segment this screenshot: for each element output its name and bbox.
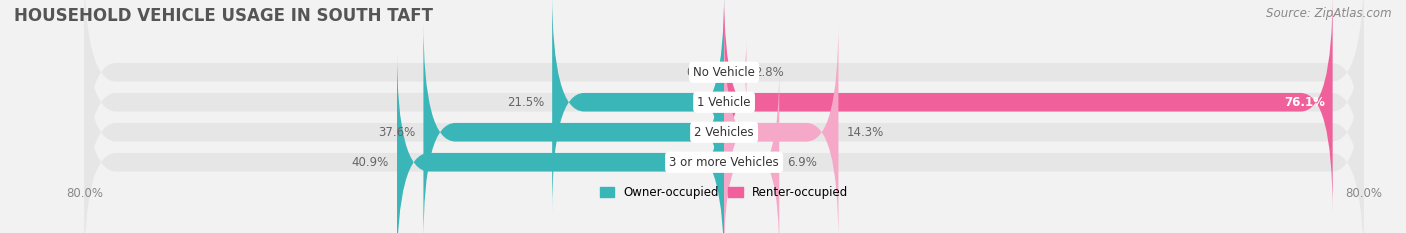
Text: 76.1%: 76.1% (1284, 96, 1324, 109)
Text: 40.9%: 40.9% (352, 156, 389, 169)
FancyBboxPatch shape (724, 22, 838, 233)
Text: Source: ZipAtlas.com: Source: ZipAtlas.com (1267, 7, 1392, 20)
FancyBboxPatch shape (724, 0, 1333, 213)
Legend: Owner-occupied, Renter-occupied: Owner-occupied, Renter-occupied (600, 186, 848, 199)
Text: 0.0%: 0.0% (686, 66, 716, 79)
FancyBboxPatch shape (84, 0, 1364, 213)
FancyBboxPatch shape (84, 0, 1364, 183)
FancyBboxPatch shape (553, 0, 724, 213)
Text: HOUSEHOLD VEHICLE USAGE IN SOUTH TAFT: HOUSEHOLD VEHICLE USAGE IN SOUTH TAFT (14, 7, 433, 25)
Text: 3 or more Vehicles: 3 or more Vehicles (669, 156, 779, 169)
Text: 6.9%: 6.9% (787, 156, 817, 169)
Text: 2.8%: 2.8% (755, 66, 785, 79)
FancyBboxPatch shape (724, 68, 779, 233)
Text: 1 Vehicle: 1 Vehicle (697, 96, 751, 109)
FancyBboxPatch shape (396, 51, 724, 233)
FancyBboxPatch shape (423, 22, 724, 233)
FancyBboxPatch shape (84, 22, 1364, 233)
Text: No Vehicle: No Vehicle (693, 66, 755, 79)
FancyBboxPatch shape (724, 40, 747, 105)
Text: 37.6%: 37.6% (378, 126, 415, 139)
FancyBboxPatch shape (84, 51, 1364, 233)
Text: 14.3%: 14.3% (846, 126, 884, 139)
Text: 2 Vehicles: 2 Vehicles (695, 126, 754, 139)
Text: 21.5%: 21.5% (508, 96, 544, 109)
